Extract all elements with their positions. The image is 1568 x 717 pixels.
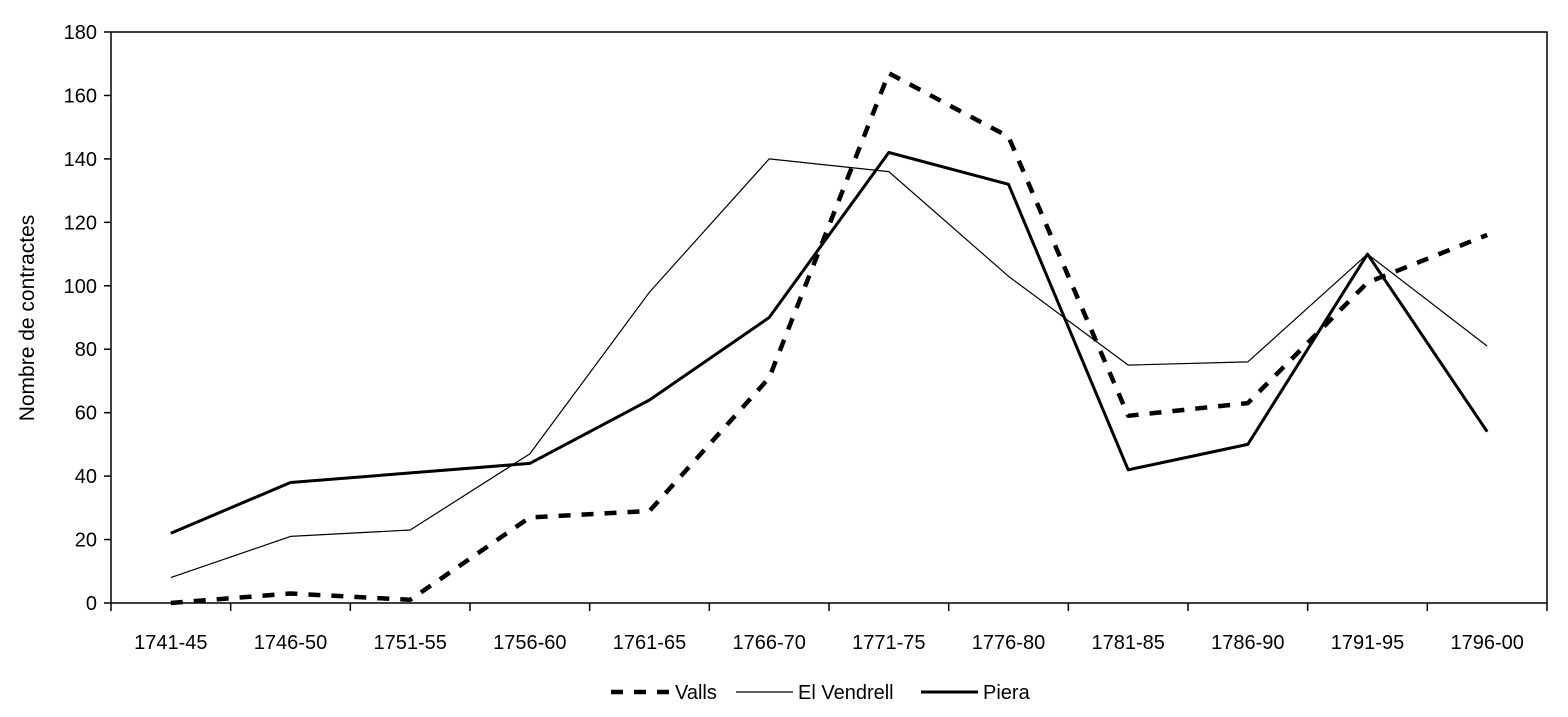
legend-label: Piera — [983, 682, 1031, 704]
series-layer — [170, 70, 1489, 606]
x-tick-label: 1741-45 — [134, 632, 207, 654]
y-axis: 0 20 40 60 80 100 120 140 160 180 — [64, 22, 111, 615]
series-line-valls — [170, 70, 1489, 606]
x-tick-label: 1756-60 — [493, 632, 566, 654]
y-tick-label: 0 — [86, 593, 97, 615]
legend-label: Valls — [675, 682, 717, 704]
x-tick-label: 1766-70 — [732, 632, 805, 654]
y-tick-label: 120 — [64, 212, 97, 234]
y-tick-label: 140 — [64, 149, 97, 171]
y-tick-label: 180 — [64, 22, 97, 44]
series-line-el-vendrell — [170, 158, 1488, 579]
series-line-piera — [170, 151, 1489, 535]
x-tick-label: 1761-65 — [613, 632, 686, 654]
legend-label: El Vendrell — [798, 682, 894, 704]
x-tick-label: 1781-85 — [1091, 632, 1164, 654]
legend: Valls El Vendrell Piera — [611, 682, 1031, 704]
x-tick-label: 1791-95 — [1331, 632, 1404, 654]
x-tick-label: 1796-00 — [1450, 632, 1523, 654]
x-tick-label: 1746-50 — [254, 632, 327, 654]
x-tick-label: 1751-55 — [373, 632, 446, 654]
x-tick-label: 1771-75 — [852, 632, 925, 654]
y-axis-label: Nombre de contractes — [16, 215, 39, 422]
y-tick-label: 80 — [75, 339, 97, 361]
y-tick-label: 100 — [64, 276, 97, 298]
x-tick-label: 1786-90 — [1211, 632, 1284, 654]
y-tick-label: 40 — [75, 466, 97, 488]
y-tick-label: 60 — [75, 403, 97, 425]
x-tick-label: 1776-80 — [972, 632, 1045, 654]
y-tick-label: 20 — [75, 530, 97, 552]
y-tick-label: 160 — [64, 85, 97, 107]
x-axis: 1741-45 1746-50 1751-55 1756-60 1761-65 1766-… — [110, 603, 1548, 654]
